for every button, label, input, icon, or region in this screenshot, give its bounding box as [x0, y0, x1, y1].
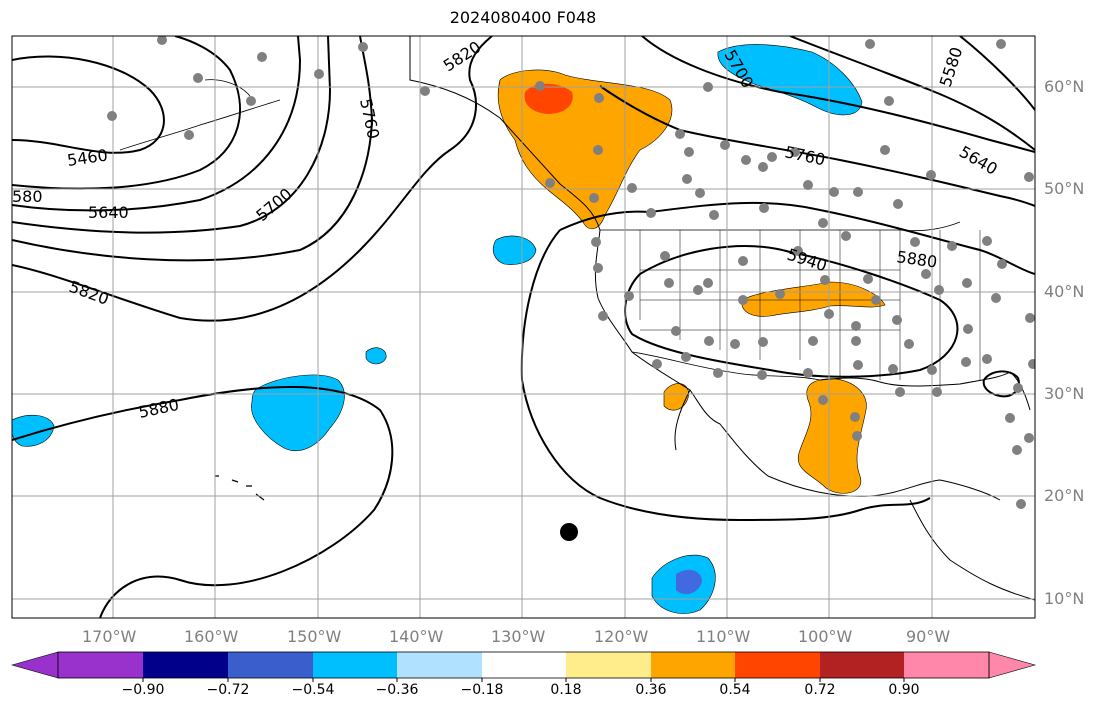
lon-label: 110°W — [696, 627, 751, 646]
lat-label: 20°N — [1044, 486, 1085, 505]
colorbar-segment — [820, 652, 904, 678]
colorbar-tick-label: 0.90 — [888, 682, 920, 698]
lon-label: 160°W — [184, 627, 239, 646]
contour-label: 580 — [12, 187, 43, 206]
contour-5880-continental — [520, 201, 1035, 522]
negative-anomaly-region-north — [717, 44, 863, 116]
colorbar-segment — [58, 652, 143, 678]
colorbar-segment — [904, 652, 989, 678]
strong-negative-anomaly-region — [676, 569, 702, 595]
colorbar-extend-low — [10, 651, 59, 679]
contour-5460 — [12, 55, 165, 154]
negative-anomaly-region-small — [365, 347, 387, 365]
contour-5940 — [624, 245, 959, 378]
lat-label: 60°N — [1044, 77, 1085, 96]
colorbar-segment — [313, 652, 397, 678]
colorbar-segment — [651, 652, 735, 678]
strong-positive-anomaly-region — [524, 83, 573, 114]
lon-label: 90°W — [906, 627, 951, 646]
colorbar-tick-label: −0.54 — [291, 682, 335, 698]
hawaii-islands — [215, 475, 265, 501]
lon-label: 150°W — [287, 627, 342, 646]
contour-5700-east — [641, 36, 1035, 153]
colorbar-tick-label: 0.54 — [719, 682, 751, 698]
contour-5640-west — [12, 36, 302, 212]
positive-anomaly-region-gulf — [797, 378, 867, 494]
contour-circle-east — [982, 370, 1020, 398]
lat-label: 50°N — [1044, 179, 1085, 198]
colorbar-tick-label: 0.18 — [550, 682, 582, 698]
contour-5580 — [12, 36, 241, 190]
colorbar-segment — [143, 652, 228, 678]
positive-anomaly-region-baja — [663, 383, 689, 411]
contour-5820 — [12, 36, 493, 322]
lat-label: 30°N — [1044, 384, 1085, 403]
lon-label: 120°W — [594, 627, 649, 646]
lat-label: 40°N — [1044, 282, 1085, 301]
colorbar-segment — [228, 652, 313, 678]
lon-label: 100°W — [798, 627, 853, 646]
colorbar-tick-label: −0.18 — [460, 682, 504, 698]
contour-5640-east — [789, 36, 1035, 151]
colorbar-extend-high — [988, 651, 1037, 679]
contour-5760-east — [599, 85, 1035, 207]
lon-label: 130°W — [491, 627, 546, 646]
lon-label: 170°W — [82, 627, 137, 646]
highlight-marker — [560, 523, 578, 541]
contour-5580-east — [959, 36, 1035, 111]
lat-label: 10°N — [1044, 589, 1085, 608]
colorbar — [10, 651, 1037, 682]
colorbar-segment — [566, 652, 651, 678]
colorbar-tick-label: −0.36 — [375, 682, 419, 698]
map-title: 2024080400 F048 — [449, 8, 597, 27]
colorbar-segment — [735, 652, 820, 678]
colorbar-segment — [482, 652, 566, 678]
contour-label: 5640 — [88, 203, 129, 222]
contour-5880-ocean — [12, 385, 394, 618]
colorbar-segment — [397, 652, 482, 678]
colorbar-tick-label: 0.72 — [804, 682, 836, 698]
negative-anomaly-region-offshore — [492, 235, 537, 265]
contour-5700-west — [12, 36, 332, 234]
colorbar-tick-label: −0.72 — [206, 682, 250, 698]
colorbar-tick-label: −0.90 — [121, 682, 165, 698]
aleutian-islands — [119, 79, 281, 151]
lon-label: 140°W — [389, 627, 444, 646]
colorbar-tick-label: 0.36 — [635, 682, 667, 698]
